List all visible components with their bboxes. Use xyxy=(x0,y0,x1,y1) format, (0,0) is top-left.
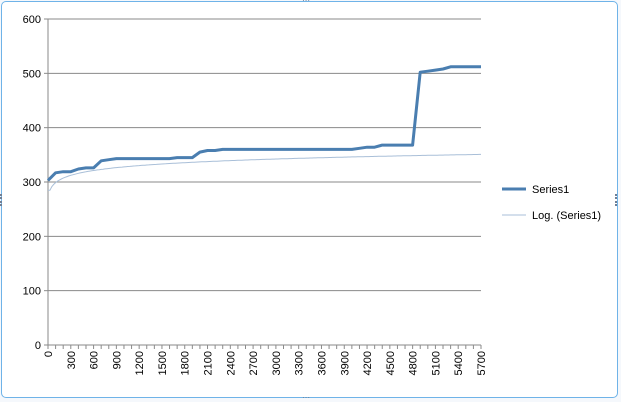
x-tick-label: 4500 xyxy=(385,351,397,375)
y-tick-label: 400 xyxy=(23,123,41,135)
x-tick-label: 900 xyxy=(111,351,123,369)
x-tick-label: 2100 xyxy=(203,351,215,375)
plot-series xyxy=(46,65,481,191)
x-tick-label: 300 xyxy=(66,351,78,369)
resize-handle-top[interactable]: ⋯ xyxy=(302,0,311,5)
resize-handle-left[interactable] xyxy=(0,194,5,206)
x-tick-label: 4200 xyxy=(362,351,374,375)
x-tick-label: 3600 xyxy=(316,351,328,375)
x-tick-label: 5400 xyxy=(453,351,465,375)
y-tick-label: 300 xyxy=(23,177,41,189)
y-tick-label: 0 xyxy=(35,340,41,352)
y-tick-label: 600 xyxy=(23,14,41,26)
legend-label-series1: Series1 xyxy=(532,184,569,196)
x-tick-label: 1200 xyxy=(134,351,146,375)
y-tick-label: 100 xyxy=(23,286,41,298)
x-tick-label: 3300 xyxy=(294,351,306,375)
x-tick-label: 1800 xyxy=(180,351,192,375)
resize-handle-bottom[interactable]: ⋯ xyxy=(302,393,311,402)
x-tick-label: 2400 xyxy=(225,351,237,375)
x-tick-label: 3000 xyxy=(271,351,283,375)
legend[interactable]: Series1 Log. (Series1) xyxy=(502,184,601,222)
series1-line xyxy=(46,65,481,182)
y-axis-tick-labels: 0 100 200 300 400 500 600 xyxy=(23,14,41,352)
x-tick-label: 3900 xyxy=(339,351,351,375)
axes xyxy=(44,18,482,349)
x-tick-label: 600 xyxy=(89,351,101,369)
y-tick-label: 200 xyxy=(23,231,41,243)
trendline-log-series1 xyxy=(48,153,481,191)
gridlines xyxy=(48,18,481,292)
x-tick-label: 2700 xyxy=(248,351,260,375)
x-tick-label: 5100 xyxy=(430,351,442,375)
legend-label-log-series1: Log. (Series1) xyxy=(532,210,601,222)
y-tick-label: 500 xyxy=(23,68,41,80)
x-tick-label: 0 xyxy=(43,351,55,357)
x-axis-tick-labels: 0 300 600 900 1200 1500 1800 2100 2400 2700 3000 33… xyxy=(43,351,488,375)
x-tick-label: 5700 xyxy=(476,351,488,375)
resize-handle-right[interactable] xyxy=(615,194,620,206)
x-tick-label: 1500 xyxy=(157,351,169,375)
x-tick-label: 4800 xyxy=(408,351,420,375)
